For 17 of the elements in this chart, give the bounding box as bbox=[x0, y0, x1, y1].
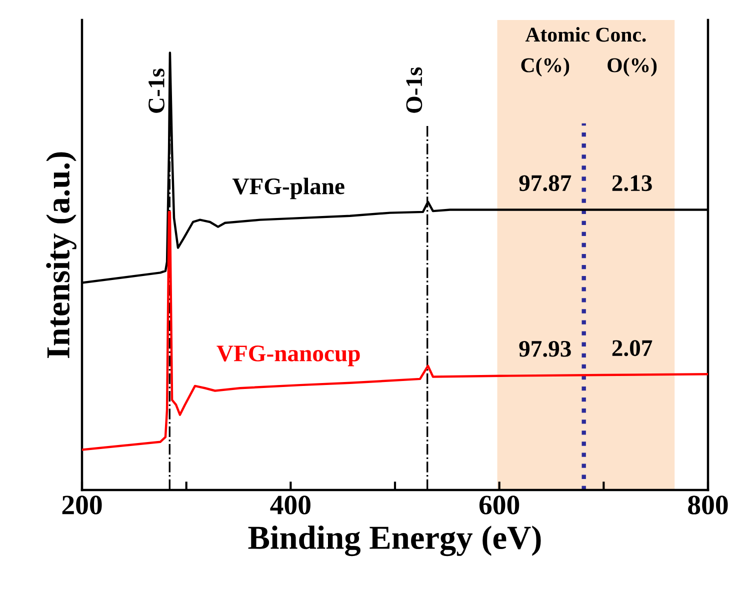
series-label: VFG-nanocup bbox=[216, 346, 360, 366]
annotation: 2.13 bbox=[612, 175, 652, 192]
annotation: 97.87 bbox=[519, 175, 572, 192]
annotation: 97.93 bbox=[519, 340, 571, 357]
series-label: VFG-plane bbox=[232, 178, 344, 200]
x-tick-label: 400 bbox=[270, 496, 310, 514]
x-axis-title: Binding Energy (eV) bbox=[248, 526, 541, 556]
text: Atomic Conc. bbox=[525, 27, 646, 42]
annotation: C(%) bbox=[521, 58, 570, 76]
y-axis-title: Intensity (a.u.) bbox=[46, 152, 76, 358]
x-tick-label: 800 bbox=[688, 496, 728, 514]
x-tick-label: 200 bbox=[62, 496, 102, 514]
ref-line-label: C-1s bbox=[148, 68, 164, 113]
annotation: 2.07 bbox=[612, 340, 652, 356]
ref-line-label: O-1s bbox=[406, 67, 422, 113]
x-tick-label: 600 bbox=[479, 496, 520, 514]
annotation: O(%) bbox=[608, 58, 657, 76]
